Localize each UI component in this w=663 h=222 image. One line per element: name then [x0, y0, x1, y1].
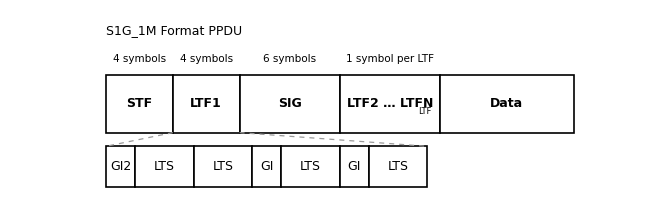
- Text: LTS: LTS: [154, 160, 175, 173]
- Bar: [281, 146, 339, 187]
- Text: S1G_1M Format PPDU: S1G_1M Format PPDU: [106, 24, 242, 37]
- Bar: [194, 146, 252, 187]
- Text: LTS: LTS: [300, 160, 321, 173]
- Text: SIG: SIG: [278, 97, 302, 110]
- Text: Data: Data: [490, 97, 523, 110]
- Text: 1 symbol per LTF: 1 symbol per LTF: [346, 54, 434, 64]
- Text: LTS: LTS: [387, 160, 408, 173]
- Bar: [106, 75, 173, 133]
- Text: LTS: LTS: [212, 160, 233, 173]
- Bar: [106, 146, 135, 187]
- Text: STF: STF: [127, 97, 152, 110]
- Text: GI: GI: [260, 160, 273, 173]
- Text: GI2: GI2: [110, 160, 131, 173]
- Text: LTF2 … LTFN: LTF2 … LTFN: [347, 97, 433, 110]
- Bar: [440, 75, 573, 133]
- Text: 4 symbols: 4 symbols: [113, 54, 166, 64]
- Bar: [339, 146, 369, 187]
- Text: LTF: LTF: [418, 107, 432, 116]
- Bar: [369, 146, 427, 187]
- Text: 6 symbols: 6 symbols: [263, 54, 316, 64]
- Text: GI: GI: [347, 160, 361, 173]
- Text: 4 symbols: 4 symbols: [180, 54, 233, 64]
- Bar: [239, 75, 340, 133]
- Bar: [173, 75, 239, 133]
- Text: LTF1: LTF1: [190, 97, 222, 110]
- Bar: [340, 75, 440, 133]
- Bar: [135, 146, 194, 187]
- Bar: [252, 146, 281, 187]
